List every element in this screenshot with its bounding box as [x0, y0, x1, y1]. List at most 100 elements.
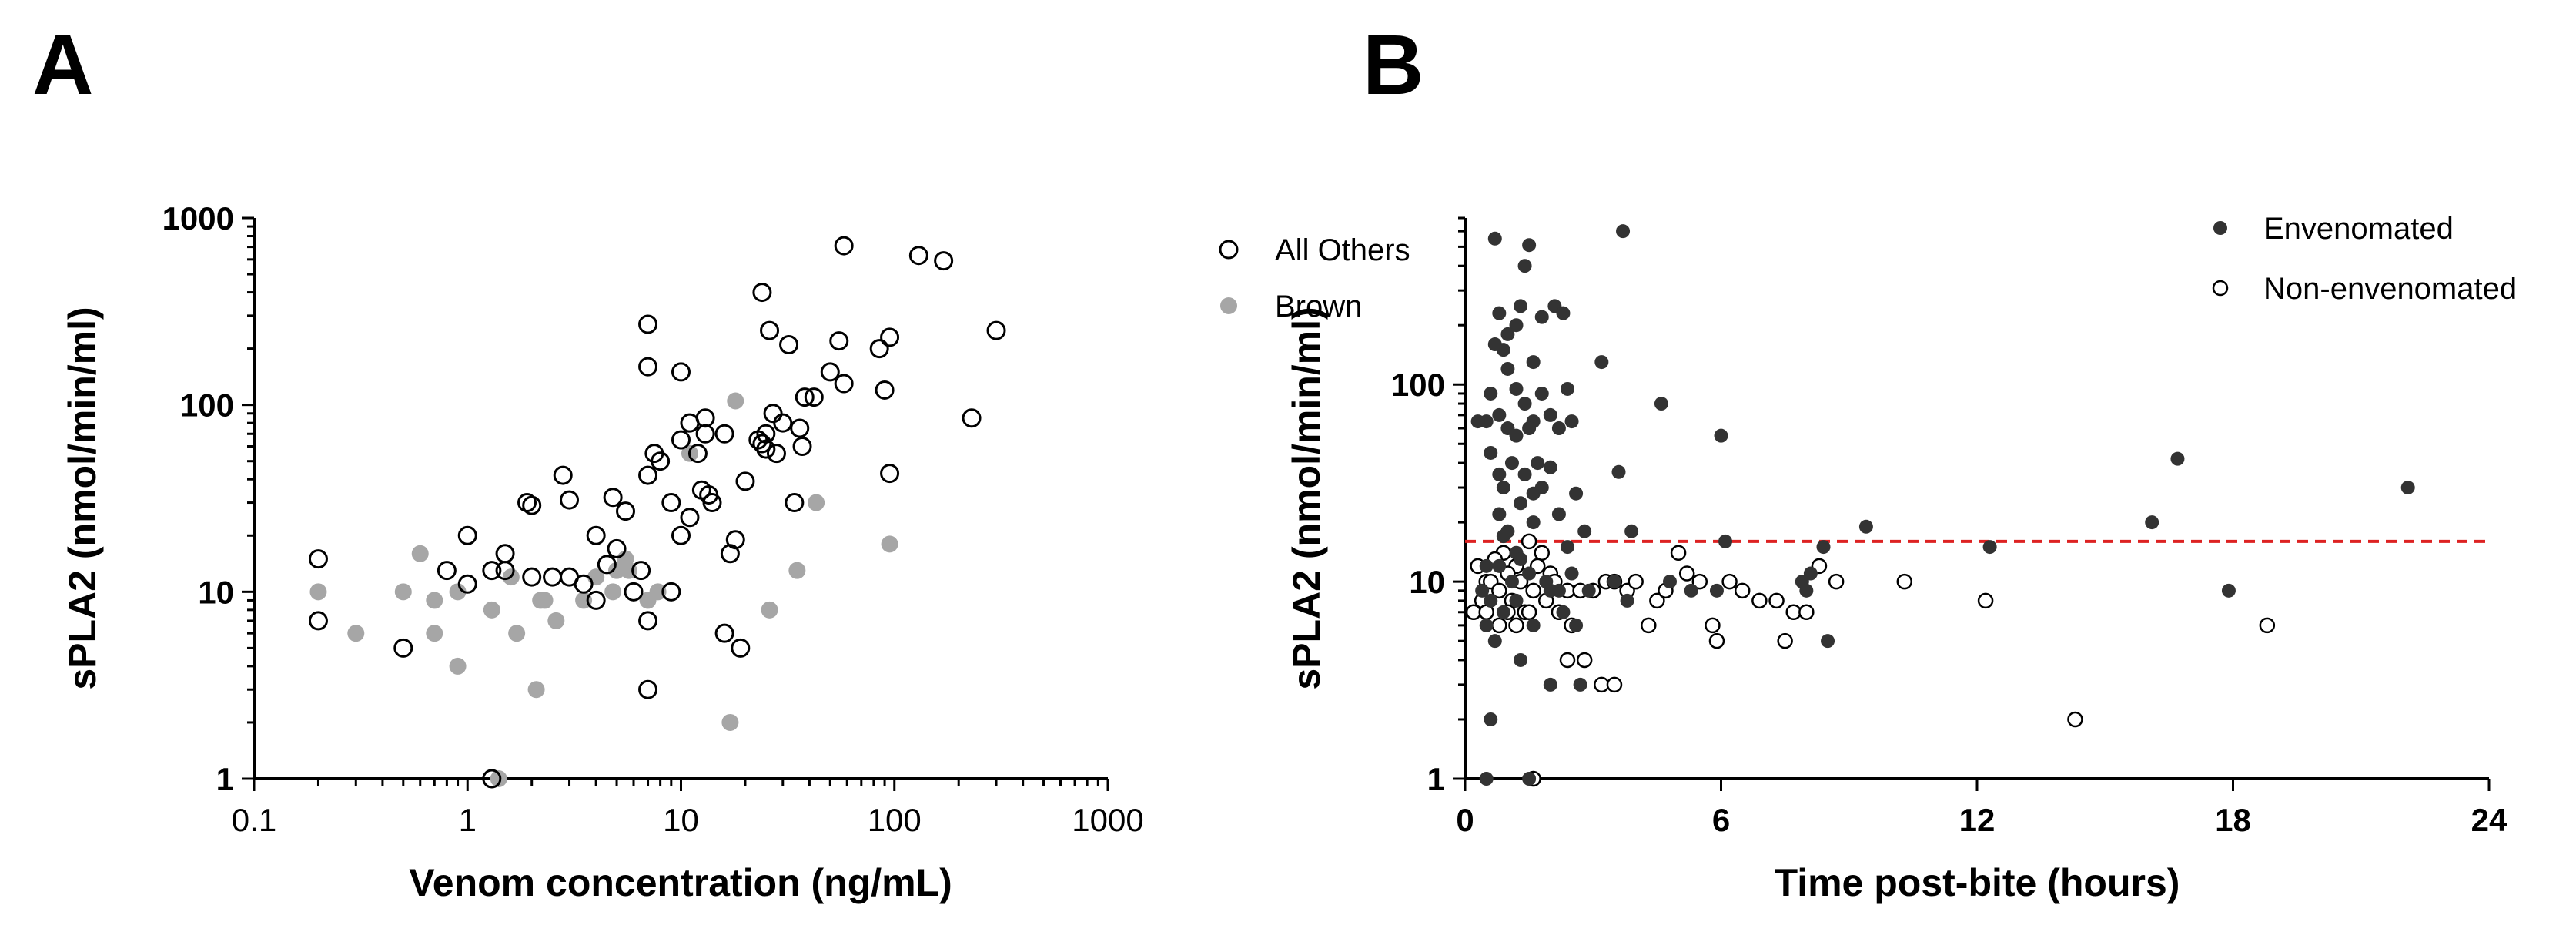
envenomated-point [1492, 507, 1507, 521]
envenomated-point [1470, 414, 1485, 429]
all-others-point [631, 561, 651, 581]
envenomated-point [1709, 583, 1724, 598]
all-others-point [773, 413, 793, 433]
all-others-point [671, 430, 691, 450]
envenomated-point [1982, 540, 1997, 555]
all-others-point [661, 582, 681, 602]
non-envenomated-point [1534, 545, 1550, 561]
panel-a-y-title: sPLA2 (nmol/min/ml) [61, 307, 104, 689]
brown-point [761, 601, 778, 619]
envenomated-point [1504, 575, 1519, 589]
envenomated-point [1526, 515, 1541, 530]
legend-brown-marker [1220, 297, 1237, 314]
all-others-point [457, 525, 477, 545]
all-others-point [651, 451, 671, 471]
all-others-point [597, 555, 617, 575]
brown-point [394, 583, 412, 601]
panel-b-label: B [1363, 18, 1423, 112]
x-tick-label: 1 [459, 802, 477, 838]
envenomated-point [1526, 618, 1541, 632]
all-others-point [731, 638, 751, 658]
brown-point [490, 770, 507, 787]
non-envenomated-point [1734, 582, 1751, 599]
brown-point [449, 657, 467, 675]
all-others-point [553, 465, 573, 485]
envenomated-point [1569, 618, 1584, 632]
envenomated-point [1522, 421, 1537, 436]
non-envenomated-point [1606, 676, 1623, 693]
envenomated-point [1543, 583, 1557, 598]
non-envenomated-point [1691, 573, 1708, 590]
envenomated-point [1858, 519, 1873, 534]
non-envenomated-point [1751, 592, 1768, 609]
envenomated-point [1522, 238, 1537, 253]
brown-point [547, 612, 565, 629]
envenomated-point [1484, 712, 1498, 726]
envenomated-point [1543, 460, 1557, 474]
panel-a-label: A [32, 18, 93, 112]
envenomated-point [1514, 299, 1528, 313]
non-envenomated-point [1628, 573, 1644, 590]
all-others-point [834, 374, 854, 394]
non-envenomated-point [2067, 711, 2083, 728]
envenomated-point [1564, 566, 1579, 581]
all-others-point [638, 679, 658, 699]
legend-non-envenomated-label: Non-envenomated [2263, 272, 2517, 306]
envenomated-point [1514, 496, 1528, 511]
non-envenomated-point [1576, 652, 1593, 669]
brown-point [347, 625, 365, 642]
brown-point [808, 494, 825, 511]
non-envenomated-point [1594, 676, 1610, 693]
non-envenomated-point [1670, 545, 1687, 561]
all-others-point [829, 331, 849, 351]
envenomated-point [1543, 677, 1557, 692]
non-envenomated-point [1491, 582, 1507, 599]
envenomated-point [1517, 259, 1532, 273]
x-tick-label: 24 [2471, 802, 2507, 838]
envenomated-point [1821, 634, 1835, 649]
all-others-point [695, 408, 715, 428]
envenomated-point [1573, 677, 1587, 692]
y-tick-label: 10 [198, 574, 234, 610]
envenomated-point [1500, 361, 1515, 376]
envenomated-point [1487, 634, 1502, 649]
panel-b-x-title: Time post-bite (hours) [1775, 861, 2180, 904]
envenomated-point [2145, 515, 2159, 530]
non-envenomated-point [1785, 604, 1802, 621]
brown-point [449, 583, 467, 601]
all-others-point [756, 424, 776, 444]
all-others-point [880, 464, 900, 484]
envenomated-point [1509, 381, 1524, 396]
envenomated-point [1556, 306, 1571, 320]
all-others-point [792, 437, 812, 457]
y-tick-label: 1 [1427, 761, 1445, 797]
brown-point [721, 713, 739, 731]
brown-point [426, 592, 443, 609]
envenomated-point [1551, 507, 1566, 521]
non-envenomated-point [1465, 604, 1482, 621]
legend-envenomated-label: Envenomated [2263, 212, 2454, 246]
x-tick-label: 100 [868, 802, 922, 838]
envenomated-point [1514, 652, 1528, 667]
all-others-point [671, 362, 691, 382]
all-others-point [624, 582, 644, 602]
all-others-point [766, 444, 786, 464]
x-tick-label: 6 [1712, 802, 1730, 838]
all-others-point [671, 525, 691, 545]
envenomated-point [1484, 593, 1498, 608]
non-envenomated-point [1721, 573, 1738, 590]
x-tick-label: 12 [1959, 802, 1996, 838]
brown-point [411, 545, 429, 562]
envenomated-point [1534, 310, 1549, 324]
all-others-point [393, 638, 413, 658]
envenomated-point [1714, 428, 1728, 443]
all-others-point [702, 493, 722, 513]
brown-point [426, 625, 443, 642]
envenomated-point [1492, 467, 1507, 481]
all-others-point [714, 424, 734, 444]
non-envenomated-point [1649, 592, 1665, 609]
non-envenomated-point [1559, 652, 1576, 669]
panel-a-points [308, 236, 1006, 789]
all-others-point [820, 362, 840, 382]
